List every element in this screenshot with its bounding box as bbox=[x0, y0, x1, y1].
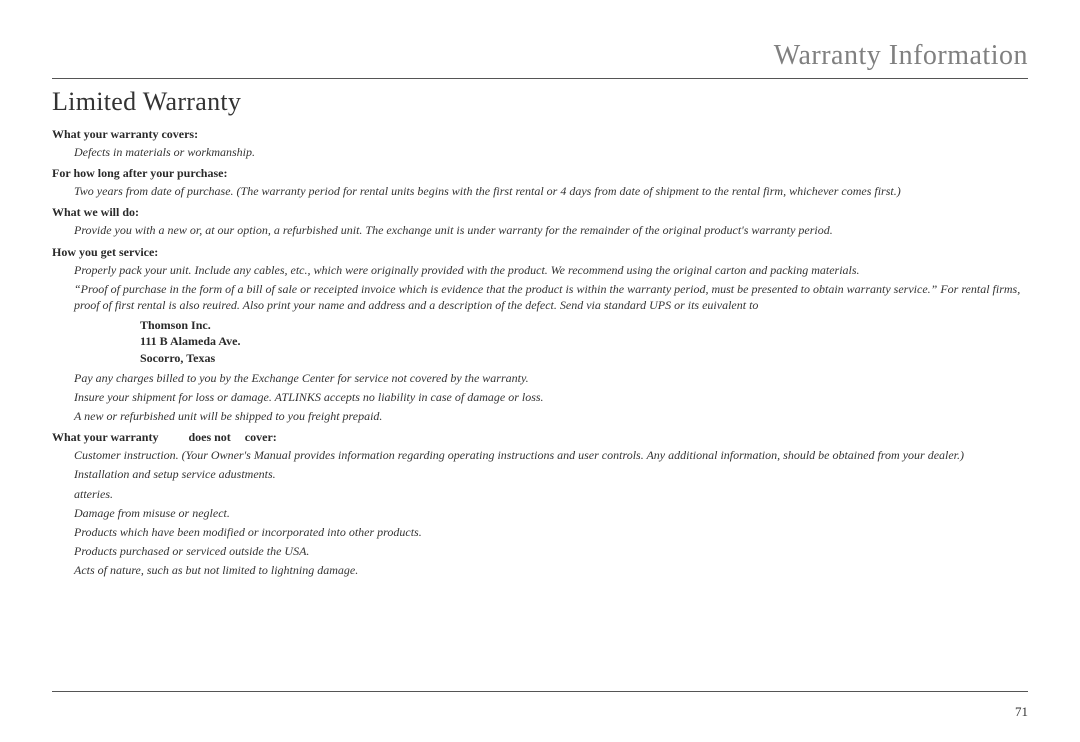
label-notcover-b: does not bbox=[188, 430, 230, 444]
text-not-3: atteries. bbox=[74, 486, 1028, 502]
text-service-5: A new or refurbished unit will be shippe… bbox=[74, 408, 1028, 424]
label-whatwedo: What we will do: bbox=[52, 205, 1028, 220]
text-service-2: “Proof of purchase in the form of a bill… bbox=[74, 281, 1028, 313]
address-line-1: Thomson Inc. bbox=[140, 317, 1028, 333]
address-line-2: 111 B Alameda Ave. bbox=[140, 333, 1028, 349]
address-line-3: Socorro, Texas bbox=[140, 350, 1028, 366]
text-not-5: Products which have been modified or inc… bbox=[74, 524, 1028, 540]
label-howlong: For how long after your purchase: bbox=[52, 166, 1028, 181]
label-notcover: What your warranty does not cover: bbox=[52, 430, 1028, 445]
address-block: Thomson Inc. 111 B Alameda Ave. Socorro,… bbox=[140, 317, 1028, 366]
text-service-3: Pay any charges billed to you by the Exc… bbox=[74, 370, 1028, 386]
text-whatwedo: Provide you with a new or, at our option… bbox=[74, 222, 1028, 238]
text-covers: Defects in materials or workmanship. bbox=[74, 144, 1028, 160]
text-service-1: Properly pack your unit. Include any cab… bbox=[74, 262, 1028, 278]
text-not-6: Products purchased or serviced outside t… bbox=[74, 543, 1028, 559]
text-howlong: Two years from date of purchase. (The wa… bbox=[74, 183, 1028, 199]
label-covers: What your warranty covers: bbox=[52, 127, 1028, 142]
section-title: Limited Warranty bbox=[52, 87, 1028, 117]
label-howservice: How you get service: bbox=[52, 245, 1028, 260]
label-notcover-a: What your warranty bbox=[52, 430, 158, 444]
footer-rule bbox=[52, 691, 1028, 692]
page-number: 71 bbox=[1015, 704, 1028, 720]
label-notcover-c: cover: bbox=[245, 430, 277, 444]
text-not-7: Acts of nature, such as but not limited … bbox=[74, 562, 1028, 578]
text-not-4: Damage from misuse or neglect. bbox=[74, 505, 1028, 521]
text-not-1: Customer instruction. (Your Owner's Manu… bbox=[74, 447, 1028, 463]
page-header-title: Warranty Information bbox=[52, 40, 1028, 79]
text-service-4: Insure your shipment for loss or damage.… bbox=[74, 389, 1028, 405]
text-not-2: Installation and setup service adustment… bbox=[74, 466, 1028, 482]
